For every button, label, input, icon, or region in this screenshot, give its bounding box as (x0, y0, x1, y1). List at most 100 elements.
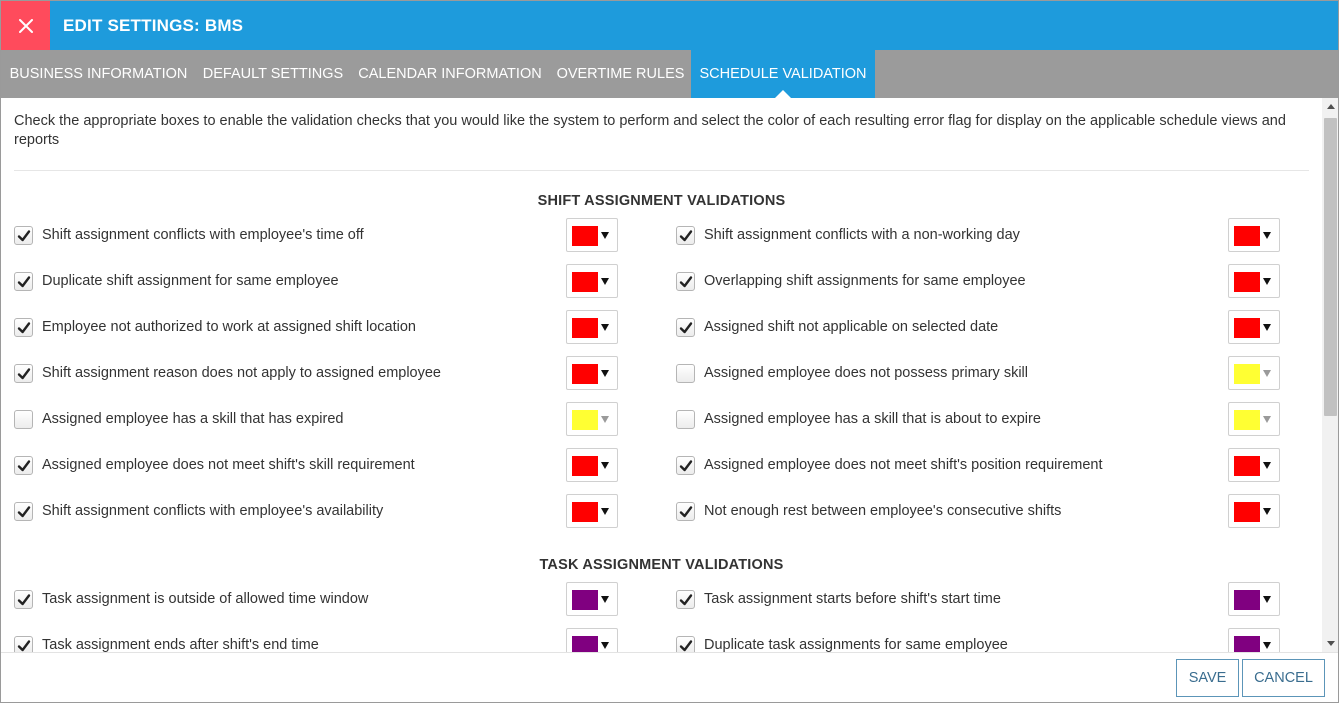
checkmark-icon (17, 367, 30, 379)
validation-item: Assigned employee has a skill that has e… (14, 402, 534, 436)
validation-checkbox[interactable] (14, 590, 33, 609)
validation-label: Task assignment is outside of allowed ti… (42, 591, 369, 607)
checkmark-icon (17, 321, 30, 333)
flag-color-dropdown[interactable] (1228, 356, 1280, 390)
caret-down-icon (1263, 278, 1271, 285)
vertical-scrollbar[interactable] (1322, 98, 1338, 652)
flag-color-dropdown[interactable] (1228, 310, 1280, 344)
validation-checkbox[interactable] (676, 590, 695, 609)
validation-item: Task assignment is outside of allowed ti… (14, 582, 534, 616)
flag-color-dropdown[interactable] (566, 448, 618, 482)
save-button[interactable]: SAVE (1176, 659, 1239, 697)
flag-color-dropdown[interactable] (1228, 582, 1280, 616)
validation-label: Shift assignment conflicts with employee… (42, 227, 364, 243)
validation-checkbox[interactable] (14, 456, 33, 475)
validation-label: Assigned employee does not meet shift's … (704, 457, 1103, 473)
color-swatch (572, 456, 598, 476)
validation-checkbox[interactable] (14, 272, 33, 291)
caret-down-icon (601, 462, 609, 469)
caret-down-icon (601, 642, 609, 649)
color-swatch (572, 636, 598, 652)
validation-item: Task assignment ends after shift's end t… (14, 628, 534, 652)
checkmark-icon (17, 275, 30, 287)
flag-color-dropdown[interactable] (566, 402, 618, 436)
color-swatch (1234, 272, 1260, 292)
tab-business-information[interactable]: BUSINESS INFORMATION (9, 66, 188, 82)
validation-checkbox[interactable] (676, 364, 695, 383)
flag-color-dropdown[interactable] (1228, 264, 1280, 298)
validation-label: Employee not authorized to work at assig… (42, 319, 416, 335)
dialog-title: EDIT SETTINGS: BMS (63, 16, 244, 35)
color-swatch (572, 410, 598, 430)
validation-checkbox[interactable] (14, 364, 33, 383)
tab-overtime-rules[interactable]: OVERTIME RULES (556, 66, 685, 82)
validation-label: Shift assignment conflicts with employee… (42, 503, 384, 519)
tab-schedule-validation[interactable]: SCHEDULE VALIDATION (691, 50, 875, 98)
scroll-down-arrow-icon[interactable] (1322, 635, 1338, 652)
scrollbar-thumb[interactable] (1324, 118, 1337, 416)
dialog-footer: SAVE CANCEL (1, 652, 1338, 702)
color-swatch (572, 590, 598, 610)
caret-down-icon (601, 232, 609, 239)
validation-label: Assigned employee has a skill that has e… (42, 411, 344, 427)
tab-default-settings[interactable]: DEFAULT SETTINGS (202, 66, 344, 82)
color-swatch (1234, 410, 1260, 430)
checkmark-icon (679, 229, 692, 241)
caret-down-icon (601, 416, 609, 423)
tab-calendar-information[interactable]: CALENDAR INFORMATION (358, 66, 542, 82)
validation-item: Assigned shift not applicable on selecte… (676, 310, 1196, 344)
checkmark-icon (679, 459, 692, 471)
caret-down-icon (601, 508, 609, 515)
flag-color-dropdown[interactable] (1228, 218, 1280, 252)
validation-checkbox[interactable] (676, 318, 695, 337)
intro-text: Check the appropriate boxes to enable th… (14, 113, 1286, 148)
validation-item: Assigned employee has a skill that is ab… (676, 402, 1196, 436)
flag-color-dropdown[interactable] (1228, 402, 1280, 436)
flag-color-dropdown[interactable] (566, 310, 618, 344)
validation-checkbox[interactable] (14, 502, 33, 521)
validation-item: Overlapping shift assignments for same e… (676, 264, 1196, 298)
validation-item: Assigned employee does not possess prima… (676, 356, 1196, 390)
checkmark-icon (679, 593, 692, 605)
caret-down-icon (601, 278, 609, 285)
color-swatch (572, 226, 598, 246)
flag-color-dropdown[interactable] (1228, 448, 1280, 482)
validation-checkbox[interactable] (14, 318, 33, 337)
flag-color-dropdown[interactable] (566, 494, 618, 528)
checkmark-icon (679, 505, 692, 517)
caret-down-icon (601, 370, 609, 377)
validation-item: Duplicate shift assignment for same empl… (14, 264, 534, 298)
validation-checkbox[interactable] (14, 636, 33, 652)
close-button[interactable] (1, 1, 50, 50)
flag-color-dropdown[interactable] (566, 582, 618, 616)
validation-item: Duplicate task assignments for same empl… (676, 628, 1196, 652)
scroll-up-arrow-icon[interactable] (1322, 98, 1338, 115)
close-icon (18, 18, 33, 33)
flag-color-dropdown[interactable] (1228, 628, 1280, 652)
color-swatch (1234, 364, 1260, 384)
validation-checkbox[interactable] (676, 226, 695, 245)
validation-item: Not enough rest between employee's conse… (676, 494, 1196, 528)
checkmark-icon (17, 505, 30, 517)
color-swatch (1234, 636, 1260, 652)
flag-color-dropdown[interactable] (566, 356, 618, 390)
flag-color-dropdown[interactable] (566, 628, 618, 652)
validation-label: Assigned employee has a skill that is ab… (704, 411, 1041, 427)
validation-checkbox[interactable] (676, 636, 695, 652)
checkmark-icon (17, 229, 30, 241)
cancel-button[interactable]: CANCEL (1242, 659, 1325, 697)
validation-checkbox[interactable] (676, 410, 695, 429)
validation-checkbox[interactable] (14, 410, 33, 429)
validation-checkbox[interactable] (14, 226, 33, 245)
flag-color-dropdown[interactable] (1228, 494, 1280, 528)
caret-down-icon (601, 596, 609, 603)
flag-color-dropdown[interactable] (566, 218, 618, 252)
validation-label: Assigned shift not applicable on selecte… (704, 319, 999, 335)
validation-checkbox[interactable] (676, 272, 695, 291)
validation-checkbox[interactable] (676, 456, 695, 475)
flag-color-dropdown[interactable] (566, 264, 618, 298)
color-swatch (572, 272, 598, 292)
validation-checkbox[interactable] (676, 502, 695, 521)
validation-label: Task assignment starts before shift's st… (704, 591, 1001, 607)
color-swatch (1234, 226, 1260, 246)
